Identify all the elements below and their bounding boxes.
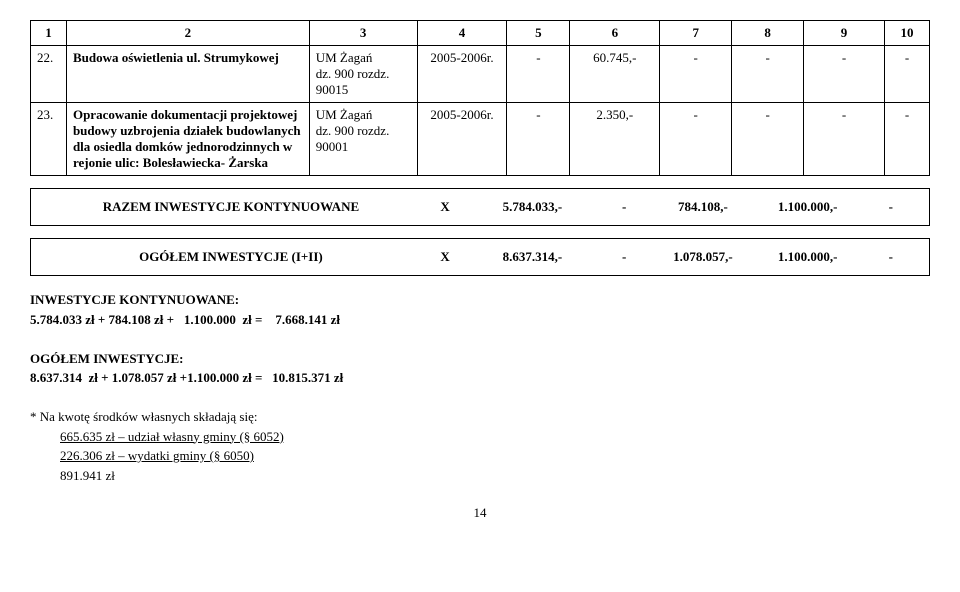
- summary-v5: -: [865, 249, 917, 265]
- summary-total: OGÓŁEM INWESTYCJE (I+II) X 8.637.314,- -…: [30, 238, 930, 276]
- summary-v2: -: [594, 249, 655, 265]
- col-8: 8: [732, 21, 804, 46]
- org-line1: UM Żagań: [316, 107, 373, 122]
- header-row: 1 2 3 4 5 6 7 8 9 10: [31, 21, 930, 46]
- summary-x: X: [419, 249, 471, 265]
- footnote-header: * Na kwotę środków własnych składają się…: [30, 407, 930, 427]
- table-row: 23. Opracowanie dokumentacji projektowej…: [31, 103, 930, 176]
- col-10: 10: [884, 21, 929, 46]
- col-7: 7: [660, 21, 732, 46]
- col-5: 5: [507, 21, 570, 46]
- col-1: 1: [31, 21, 67, 46]
- summary-label: RAZEM INWESTYCJE KONTYNUOWANE: [43, 199, 419, 215]
- summary-v1: 5.784.033,-: [471, 199, 593, 215]
- summary-v4: 1.100.000,-: [751, 249, 865, 265]
- summary-v4: 1.100.000,-: [751, 199, 865, 215]
- page-number: 14: [30, 505, 930, 521]
- summary-v3: 784.108,-: [655, 199, 751, 215]
- row-org: UM Żagań dz. 900 rozdz. 90015: [309, 46, 417, 103]
- summary-label: OGÓŁEM INWESTYCJE (I+II): [43, 249, 419, 265]
- plain-text-block: INWESTYCJE KONTYNUOWANE: 5.784.033 zł + …: [30, 290, 930, 485]
- row-c7: 2.350,-: [570, 103, 660, 176]
- col-3: 3: [309, 21, 417, 46]
- summary-v3: 1.078.057,-: [655, 249, 751, 265]
- row-c10: -: [804, 103, 885, 176]
- summary-continued: RAZEM INWESTYCJE KONTYNUOWANE X 5.784.03…: [30, 188, 930, 226]
- row-c6: -: [507, 103, 570, 176]
- summary-v1: 8.637.314,-: [471, 249, 593, 265]
- col-9: 9: [804, 21, 885, 46]
- col-4: 4: [417, 21, 507, 46]
- org-line2: dz. 900 rozdz. 90001: [316, 123, 390, 154]
- row-c11: -: [884, 46, 929, 103]
- col-2: 2: [66, 21, 309, 46]
- summary-x: X: [419, 199, 471, 215]
- footnote-2-text: 226.306 zł – wydatki gminy (§ 6050): [60, 448, 254, 463]
- row-desc: Budowa oświetlenia ul. Strumykowej: [66, 46, 309, 103]
- row-desc: Opracowanie dokumentacji projektowej bud…: [66, 103, 309, 176]
- kontynuowane-title: INWESTYCJE KONTYNUOWANE:: [30, 290, 930, 310]
- row-c9: -: [732, 103, 804, 176]
- row-no: 23.: [31, 103, 67, 176]
- data-table: 1 2 3 4 5 6 7 8 9 10 22. Budowa oświetle…: [30, 20, 930, 176]
- row-period: 2005-2006r.: [417, 103, 507, 176]
- kontynuowane-line: 5.784.033 zł + 784.108 zł + 1.100.000 zł…: [30, 310, 930, 330]
- row-c7: 60.745,-: [570, 46, 660, 103]
- row-c8: -: [660, 46, 732, 103]
- org-line1: UM Żagań: [316, 50, 373, 65]
- footnote-1: 665.635 zł – udział własny gminy (§ 6052…: [60, 427, 930, 447]
- row-c9: -: [732, 46, 804, 103]
- ogolem-title: OGÓŁEM INWESTYCJE:: [30, 349, 930, 369]
- footnote-3: 891.941 zł: [60, 466, 930, 486]
- row-c8: -: [660, 103, 732, 176]
- footnote-1-text: 665.635 zł – udział własny gminy (§ 6052…: [60, 429, 284, 444]
- col-6: 6: [570, 21, 660, 46]
- row-period: 2005-2006r.: [417, 46, 507, 103]
- table-row: 22. Budowa oświetlenia ul. Strumykowej U…: [31, 46, 930, 103]
- summary-v5: -: [865, 199, 917, 215]
- ogolem-line: 8.637.314 zł + 1.078.057 zł +1.100.000 z…: [30, 368, 930, 388]
- summary-v2: -: [594, 199, 655, 215]
- org-line2: dz. 900 rozdz. 90015: [316, 66, 390, 97]
- row-no: 22.: [31, 46, 67, 103]
- row-c6: -: [507, 46, 570, 103]
- footnote-2: 226.306 zł – wydatki gminy (§ 6050): [60, 446, 930, 466]
- row-c10: -: [804, 46, 885, 103]
- row-c11: -: [884, 103, 929, 176]
- row-org: UM Żagań dz. 900 rozdz. 90001: [309, 103, 417, 176]
